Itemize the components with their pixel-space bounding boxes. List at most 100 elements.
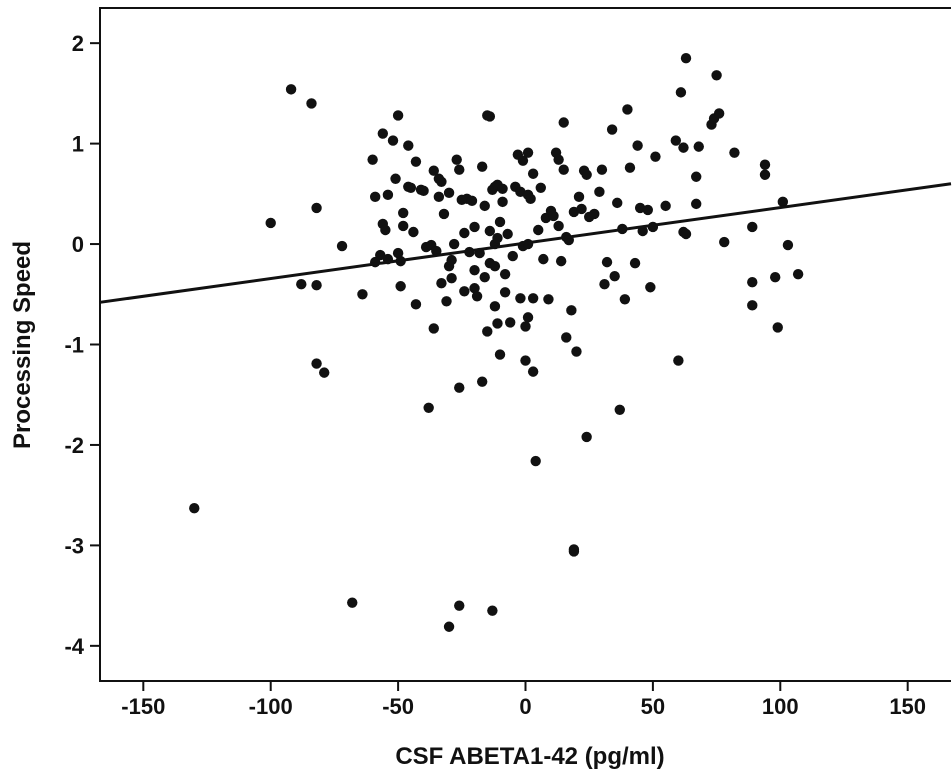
data-point [711,70,722,81]
data-point [538,253,549,265]
y-axis-title: Processing Speed [9,241,36,449]
data-point [492,232,503,244]
data-point [380,224,391,236]
data-point [494,349,506,360]
data-point [392,110,404,121]
data-point [499,287,511,298]
plot-area [99,7,951,682]
data-point [410,156,422,167]
data-point [772,322,783,333]
data-point [782,239,794,251]
data-point [515,293,526,304]
data-point [395,281,406,292]
y-tick-label: -1 [64,333,84,358]
data-point [494,216,506,228]
data-point [497,196,508,208]
data-point [347,597,358,608]
data-point [517,155,529,166]
data-point [336,240,348,252]
data-point [558,117,569,128]
data-point [522,147,534,158]
data-point [487,605,498,616]
data-point [693,141,704,152]
data-point [484,225,496,237]
data-point [596,164,608,175]
data-point [594,186,605,198]
data-point [612,197,623,209]
data-point [448,238,460,250]
data-point [622,104,633,115]
data-point [713,108,725,119]
data-point [747,277,758,288]
x-tick-label: -100 [249,694,293,719]
data-point [527,293,539,304]
data-point [489,301,501,312]
data-point [522,312,534,323]
data-point [469,283,480,294]
data-point [507,250,518,262]
data-point [499,268,511,280]
data-point [678,142,689,153]
data-point [660,200,671,212]
data-point [691,198,702,210]
data-point [454,600,465,611]
y-tick-label: -3 [64,533,84,558]
data-point [505,317,516,328]
data-point [482,326,493,337]
data-point [469,221,480,233]
data-point [367,154,378,165]
data-point [729,147,740,158]
data-point [561,332,572,343]
data-point [502,228,513,240]
data-point [619,294,631,305]
data-point [436,278,447,289]
data-point [375,249,386,261]
data-point [533,224,544,236]
x-axis: -150 -100 -50 0 50 100 150 [121,681,926,719]
data-point [408,226,419,238]
data-point [403,140,414,151]
data-point [601,256,613,268]
data-point [759,169,771,180]
x-tick-label: 0 [519,694,531,719]
data-point [520,355,531,366]
data-point [645,282,656,293]
data-point [438,208,450,220]
data-point [675,87,687,98]
regression-line [99,182,952,304]
data-point [466,195,478,207]
data-point [609,270,620,282]
data-point [606,124,618,135]
y-tick-label: 2 [72,31,84,56]
data-point [285,84,297,95]
data-point [387,135,399,146]
y-axis: 2 1 0 -1 -2 -3 -4 [64,31,100,659]
x-tick-label: 50 [641,694,665,719]
data-point [265,217,276,229]
data-point [558,164,569,175]
data-point [311,358,322,369]
data-point [497,183,508,195]
data-point [759,159,771,170]
data-point [747,300,758,311]
data-point [589,208,600,220]
data-point [642,204,653,216]
data-point [777,196,789,208]
data-point [377,128,389,139]
data-point [792,268,804,280]
y-tick-label: -4 [64,634,84,659]
data-point [629,257,641,269]
data-point [423,402,434,413]
data-point [446,254,457,266]
data-point [553,220,564,232]
data-point [680,53,692,64]
data-point [459,286,470,297]
data-point [451,154,462,165]
data-point [548,210,559,222]
data-point [599,279,610,290]
data-point [398,207,409,219]
data-point [555,255,567,267]
y-tick-label: -2 [64,433,84,458]
data-point [357,289,368,300]
data-point [311,280,322,291]
